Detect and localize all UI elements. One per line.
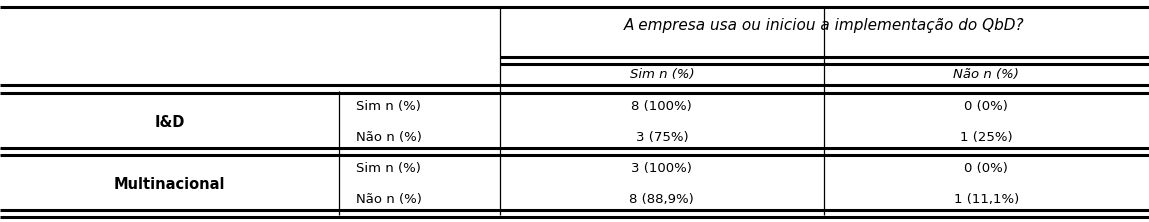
Text: Não n (%): Não n (%) (356, 131, 422, 144)
Text: I&D: I&D (154, 115, 185, 130)
Text: Não n (%): Não n (%) (954, 68, 1019, 81)
Text: 3 (100%): 3 (100%) (632, 162, 692, 175)
Text: Sim n (%): Sim n (%) (356, 100, 421, 113)
Text: 1 (25%): 1 (25%) (961, 131, 1012, 144)
Text: 0 (0%): 0 (0%) (964, 162, 1009, 175)
Text: Sim n (%): Sim n (%) (356, 162, 421, 175)
Text: 8 (88,9%): 8 (88,9%) (630, 193, 694, 206)
Text: Multinacional: Multinacional (114, 177, 225, 192)
Text: Sim n (%): Sim n (%) (630, 68, 694, 81)
Text: 1 (11,1%): 1 (11,1%) (954, 193, 1019, 206)
Text: A empresa usa ou iniciou a implementação do QbD?: A empresa usa ou iniciou a implementação… (624, 18, 1025, 33)
Text: 3 (75%): 3 (75%) (635, 131, 688, 144)
Text: 8 (100%): 8 (100%) (632, 100, 692, 113)
Text: Não n (%): Não n (%) (356, 193, 422, 206)
Text: 0 (0%): 0 (0%) (964, 100, 1009, 113)
